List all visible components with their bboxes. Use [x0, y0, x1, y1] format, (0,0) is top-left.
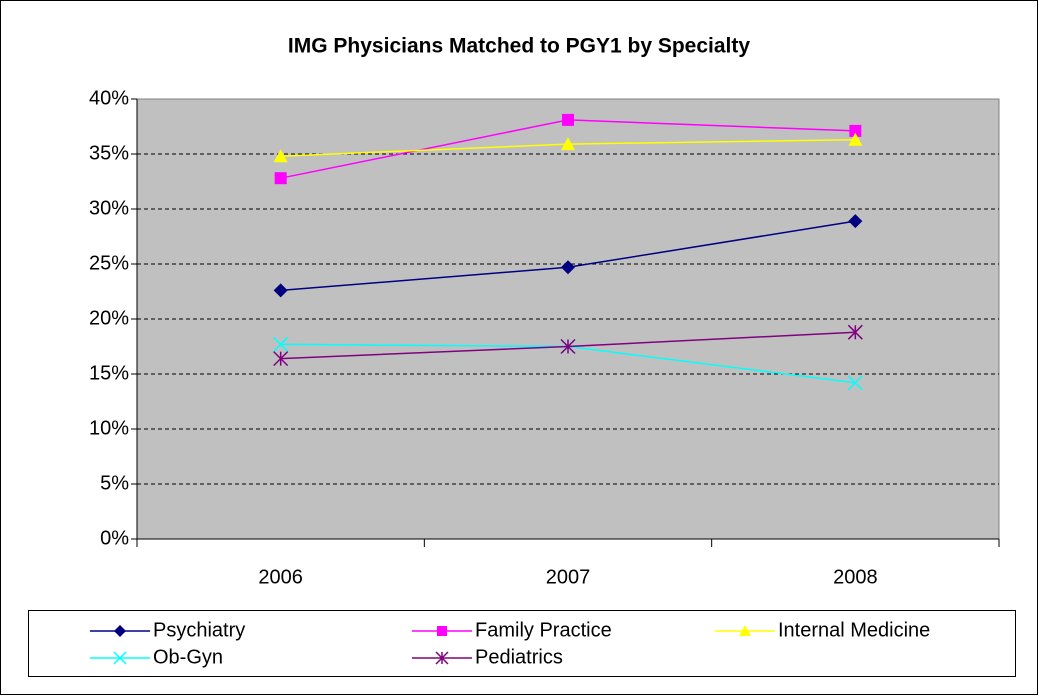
- marker: [435, 651, 449, 665]
- x-tick-label: 2008: [833, 566, 878, 588]
- legend-label: Ob-Gyn: [153, 646, 223, 668]
- marker: [562, 113, 574, 126]
- marker: [274, 172, 287, 185]
- marker: [847, 324, 863, 340]
- marker: [273, 351, 289, 367]
- x-tick-label: 2007: [546, 566, 591, 588]
- chart-title: IMG Physicians Matched to PGY1 by Specia…: [288, 35, 750, 58]
- y-tick-label: 20%: [89, 307, 129, 329]
- y-tick-label: 35%: [89, 142, 129, 164]
- y-tick-label: 25%: [89, 252, 129, 274]
- marker: [561, 137, 575, 151]
- legend-label: Internal Medicine: [778, 619, 930, 641]
- marker: [848, 132, 863, 146]
- y-tick-label: 15%: [89, 362, 129, 384]
- x-tick-label: 2006: [258, 566, 303, 588]
- marker: [273, 336, 289, 352]
- marker: [847, 375, 863, 391]
- y-tick-label: 30%: [89, 197, 129, 219]
- marker: [848, 214, 863, 229]
- y-tick-label: 40%: [89, 87, 129, 109]
- marker: [273, 149, 288, 163]
- legend-label: Family Practice: [475, 619, 612, 641]
- marker: [849, 124, 862, 137]
- marker: [560, 338, 576, 355]
- y-tick-label: 5%: [100, 472, 129, 494]
- marker: [739, 625, 751, 636]
- marker: [561, 260, 575, 275]
- legend: [28, 610, 1016, 677]
- marker: [113, 651, 127, 665]
- y-tick-label: 0%: [100, 527, 129, 549]
- marker: [437, 626, 447, 636]
- marker: [114, 625, 126, 637]
- y-tick-label: 10%: [89, 417, 129, 439]
- legend-label: Pediatrics: [475, 646, 563, 668]
- marker: [273, 283, 288, 298]
- legend-label: Psychiatry: [153, 619, 245, 641]
